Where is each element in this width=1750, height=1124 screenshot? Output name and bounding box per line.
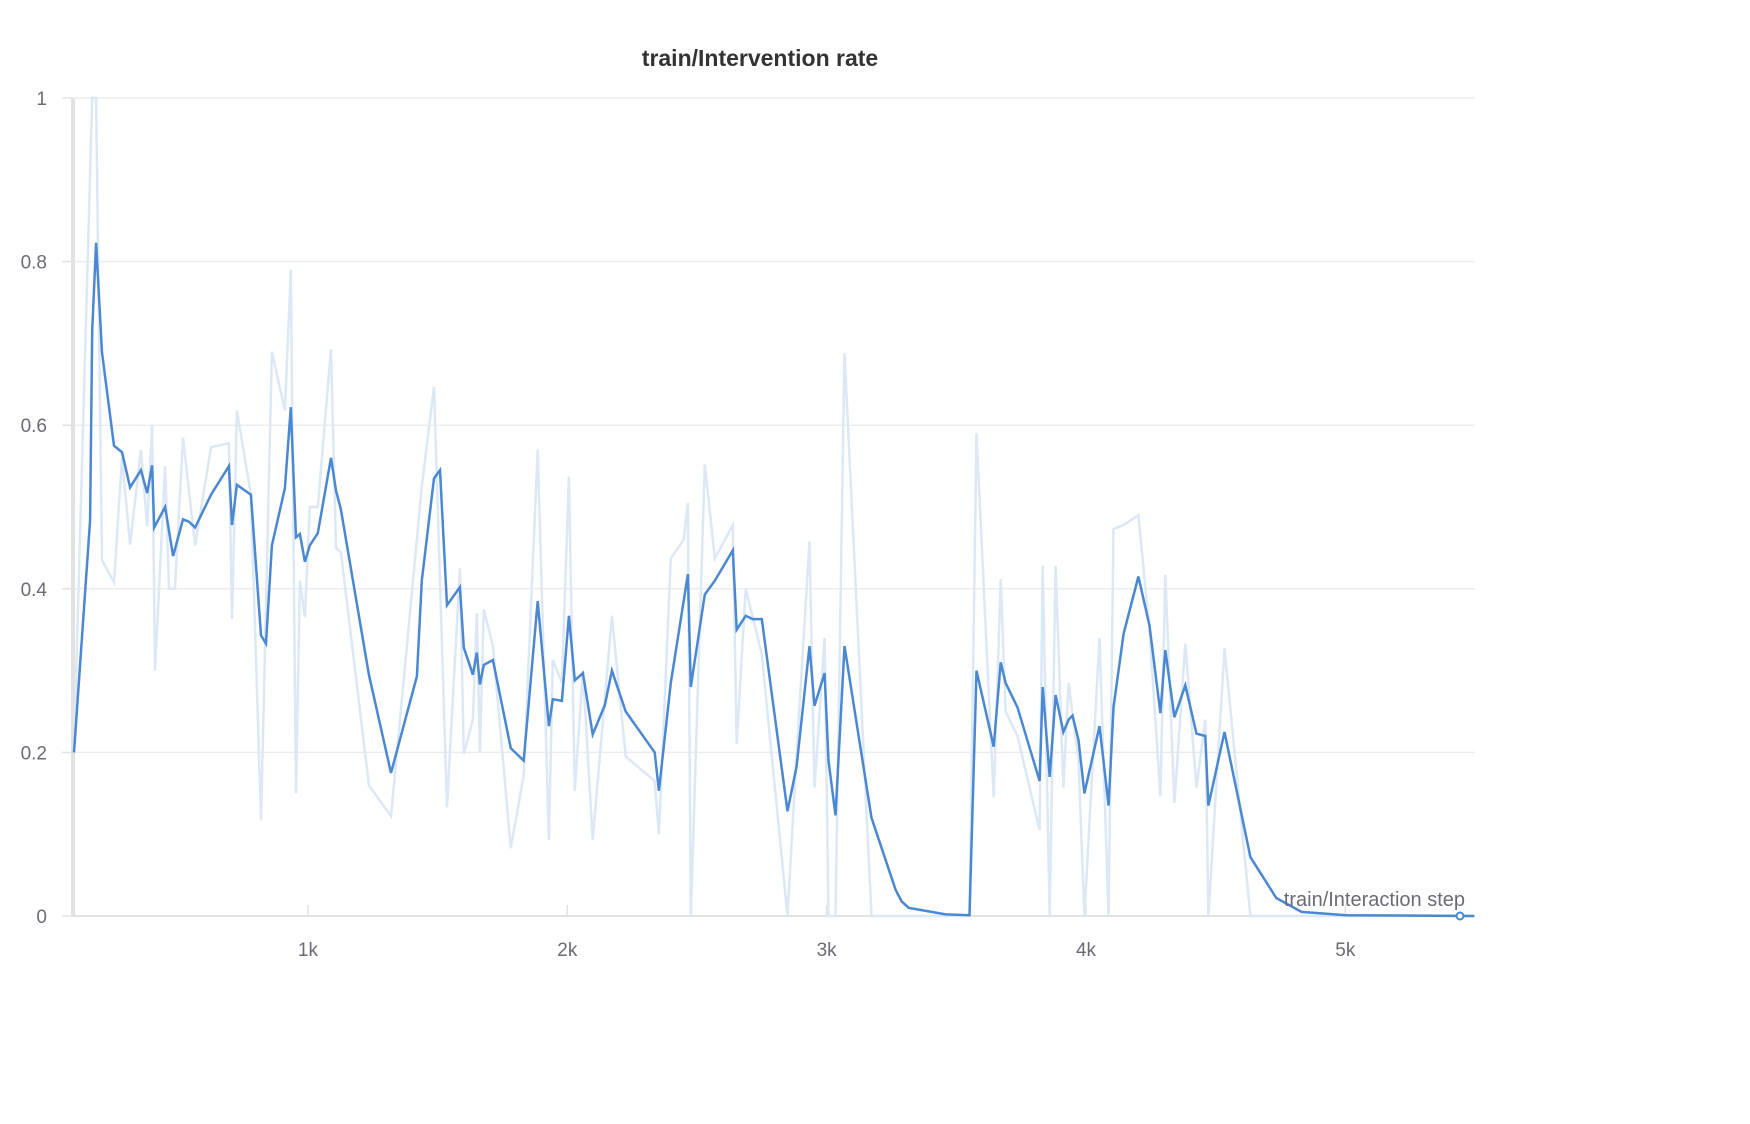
x-axis-label: train/Interaction step (1284, 889, 1465, 911)
y-tick-label: 0.4 (21, 580, 48, 601)
x-tick-label: 5k (1335, 940, 1356, 961)
x-tick-label: 3k (817, 940, 838, 961)
y-tick-label: 0.8 (21, 253, 47, 274)
x-tick-label: 2k (557, 940, 578, 961)
gridlines (73, 97, 1475, 754)
x-axis: 1k 2k 3k 4k 5k (73, 905, 1475, 961)
series-lines (72, 96, 1475, 921)
raw-series-line (72, 96, 1475, 918)
x-tick-label: 1k (298, 940, 319, 961)
chart-title: train/Intervention rate (642, 45, 878, 71)
y-tick-label: 0.2 (21, 743, 47, 764)
x-tick-label: 4k (1076, 940, 1097, 961)
last-point-marker (1455, 911, 1465, 921)
y-tick-label: 1 (36, 89, 47, 110)
y-tick-label: 0.6 (21, 416, 47, 437)
smoothed-series-line (72, 242, 1475, 918)
y-axis: 0 0.2 0.4 0.6 0.8 1 (21, 89, 75, 928)
y-tick-label: 0 (36, 907, 47, 928)
